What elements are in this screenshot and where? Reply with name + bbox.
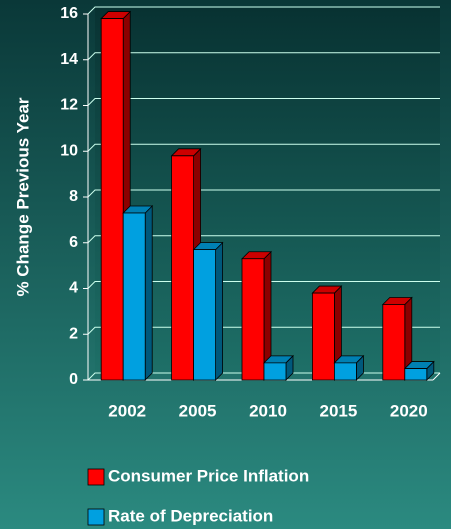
y-tick-label: 0 xyxy=(69,371,78,388)
x-tick-label: 2002 xyxy=(108,401,146,420)
bar-front xyxy=(171,155,195,381)
bar-front xyxy=(311,292,335,381)
bar xyxy=(381,296,413,381)
legend-label: Rate of Depreciation xyxy=(108,506,273,525)
bar-side xyxy=(215,241,224,381)
x-tick-label: 2010 xyxy=(249,401,287,420)
x-axis-depth xyxy=(432,372,441,381)
grid-line xyxy=(87,189,440,198)
bar xyxy=(403,360,435,381)
bar xyxy=(263,354,294,381)
bar-front xyxy=(382,304,406,381)
bar xyxy=(122,205,154,381)
x-tick-label: 2015 xyxy=(319,401,357,420)
bar-front xyxy=(263,362,287,381)
bar-side xyxy=(144,205,153,381)
grid-line xyxy=(87,281,440,289)
y-tick-label: 4 xyxy=(69,280,78,297)
bar-front xyxy=(333,362,357,381)
bar-front xyxy=(193,249,217,381)
bar-front xyxy=(100,18,124,381)
y-axis-label: % Change Previous Year xyxy=(13,97,32,296)
grid-line xyxy=(87,98,440,106)
bar-front xyxy=(241,258,265,381)
legend-label: Consumer Price Inflation xyxy=(108,466,309,485)
y-tick-label: 6 xyxy=(69,234,78,251)
legend-swatch xyxy=(87,468,105,486)
bar-front xyxy=(404,368,428,381)
grid-line xyxy=(87,235,440,244)
x-tick-label: 2005 xyxy=(179,401,217,420)
x-tick-label: 2020 xyxy=(390,401,428,420)
grid-line xyxy=(87,52,440,61)
y-tick-label: 8 xyxy=(69,188,78,205)
y-tick-label: 14 xyxy=(60,51,78,68)
y-tick-label: 2 xyxy=(69,325,78,342)
y-tick-label: 16 xyxy=(60,5,78,22)
bar-front xyxy=(122,212,146,381)
grid-line xyxy=(87,6,440,15)
bar xyxy=(192,241,224,381)
bar xyxy=(311,285,343,381)
legend-swatch xyxy=(87,508,105,526)
y-tick-label: 10 xyxy=(60,142,78,159)
bar xyxy=(333,354,365,381)
grid-line xyxy=(87,143,440,152)
y-tick-label: 12 xyxy=(60,97,78,114)
